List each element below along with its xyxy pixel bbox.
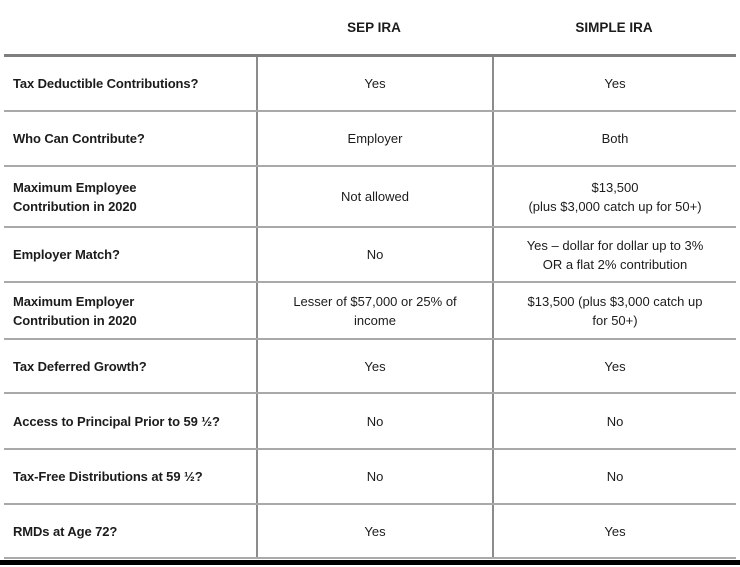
sep-ira-column-header: SEP IRA (347, 19, 401, 35)
row-label: RMDs at Age 72? (13, 523, 118, 539)
row-label: Access to Principal Prior to 59 ½? (13, 413, 220, 429)
row-label: Maximum Employer Contribution in 2020 (13, 293, 137, 328)
table-row: Access to Principal Prior to 59 ½? No No (4, 394, 736, 450)
row-label: Employer Match? (13, 247, 120, 262)
simple-ira-cell: Yes – dollar for dollar up to 3% OR a fl… (492, 228, 736, 281)
sep-ira-cell: No (256, 450, 492, 503)
table-row: RMDs at Age 72? Yes Yes (4, 505, 736, 559)
bottom-divider-rule (0, 560, 740, 565)
simple-ira-cell: Yes (492, 505, 736, 557)
table-row: Tax-Free Distributions at 59 ½? No No (4, 450, 736, 505)
row-label: Tax-Free Distributions at 59 ½? (13, 469, 203, 484)
table-row: Tax Deferred Growth? Yes Yes (4, 340, 736, 394)
table-row: Maximum Employee Contribution in 2020 No… (4, 167, 736, 228)
sep-ira-cell: Yes (256, 340, 492, 392)
sep-ira-cell: No (256, 228, 492, 281)
simple-ira-cell: $13,500 (plus $3,000 catch up for 50+) (492, 167, 736, 226)
simple-ira-cell: No (492, 394, 736, 448)
sep-ira-cell: No (256, 394, 492, 448)
sep-ira-cell: Lesser of $57,000 or 25% of income (256, 283, 492, 338)
sep-ira-cell: Yes (256, 505, 492, 557)
row-label: Tax Deferred Growth? (13, 358, 147, 374)
table-row: Employer Match? No Yes – dollar for doll… (4, 228, 736, 283)
row-label: Who Can Contribute? (13, 131, 145, 146)
sep-ira-cell: Not allowed (256, 167, 492, 226)
simple-ira-column-header: SIMPLE IRA (575, 19, 653, 35)
table-row: Who Can Contribute? Employer Both (4, 112, 736, 167)
table-row: Maximum Employer Contribution in 2020 Le… (4, 283, 736, 340)
simple-ira-cell: $13,500 (plus $3,000 catch up for 50+) (492, 283, 736, 338)
table-row: Tax Deductible Contributions? Yes Yes (4, 57, 736, 112)
row-label: Tax Deductible Contributions? (13, 76, 199, 91)
simple-ira-cell: No (492, 450, 736, 503)
comparison-table: SEP IRA SIMPLE IRA Tax Deductible Contri… (4, 0, 736, 559)
sep-ira-cell: Yes (256, 57, 492, 110)
simple-ira-cell: Yes (492, 57, 736, 110)
simple-ira-cell: Yes (492, 340, 736, 392)
simple-ira-cell: Both (492, 112, 736, 165)
table-header-row: SEP IRA SIMPLE IRA (4, 0, 736, 54)
sep-ira-cell: Employer (256, 112, 492, 165)
table-body: Tax Deductible Contributions? Yes Yes Wh… (4, 54, 736, 559)
row-label: Maximum Employee Contribution in 2020 (13, 179, 137, 214)
